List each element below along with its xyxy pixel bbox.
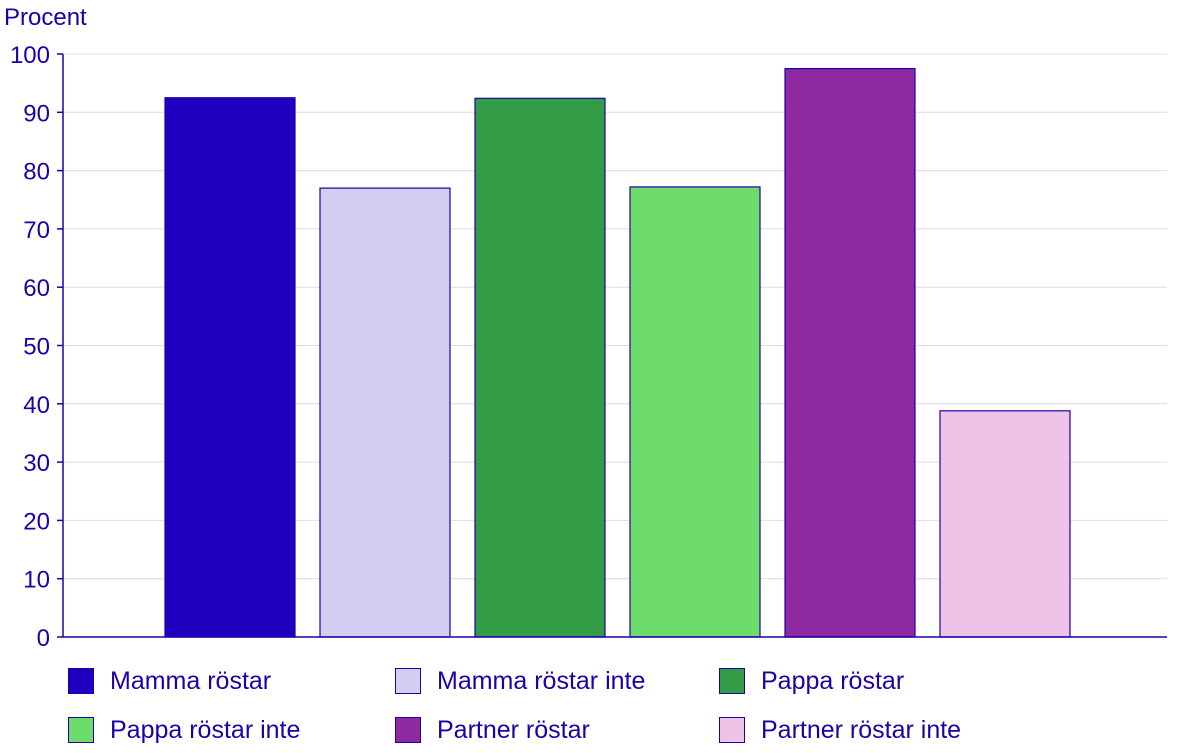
legend-item: Pappa röstar inte [68, 713, 300, 747]
bar-mamma-r-star-inte [319, 187, 451, 638]
bar-pappa-r-star-inte [629, 186, 761, 638]
bar-pappa-r-star [474, 97, 606, 638]
legend-swatch [719, 717, 745, 743]
legend-item: Mamma röstar inte [395, 664, 645, 698]
y-tick-label: 60 [23, 275, 50, 302]
legend-item: Mamma röstar [68, 664, 271, 698]
legend-label: Pappa röstar [761, 666, 905, 695]
bar-partner-r-star [784, 67, 916, 638]
y-tick-label: 100 [10, 42, 50, 69]
bar-partner-r-star-inte [939, 410, 1071, 638]
y-tick-label: 30 [23, 450, 50, 477]
legend-swatch [395, 717, 421, 743]
legend-item: Partner röstar inte [719, 713, 961, 747]
y-tick-label: 20 [23, 508, 50, 535]
y-tick-label: 0 [37, 625, 50, 652]
bar-mamma-r-star [164, 97, 296, 638]
legend-item: Partner röstar [395, 713, 590, 747]
legend-swatch [395, 668, 421, 694]
y-axis-label: Procent [4, 4, 87, 31]
bars [164, 67, 1071, 638]
legend-label: Partner röstar [437, 715, 590, 744]
y-tick-label: 40 [23, 392, 50, 419]
y-tick-label: 10 [23, 567, 50, 594]
legend-item: Pappa röstar [719, 664, 904, 698]
legend-label: Pappa röstar inte [110, 715, 301, 744]
y-tick-label: 80 [23, 159, 50, 186]
legend-swatch [68, 668, 94, 694]
legend-label: Mamma röstar [110, 666, 272, 695]
legend-label: Mamma röstar inte [437, 666, 646, 695]
legend-label: Partner röstar inte [761, 715, 962, 744]
y-tick-label: 70 [23, 217, 50, 244]
y-tick-label: 50 [23, 334, 50, 361]
legend-swatch [719, 668, 745, 694]
legend-swatch [68, 717, 94, 743]
y-tick-labels: 0 10 20 30 40 50 60 70 80 90 100 [10, 42, 63, 652]
y-tick-label: 90 [23, 100, 50, 127]
